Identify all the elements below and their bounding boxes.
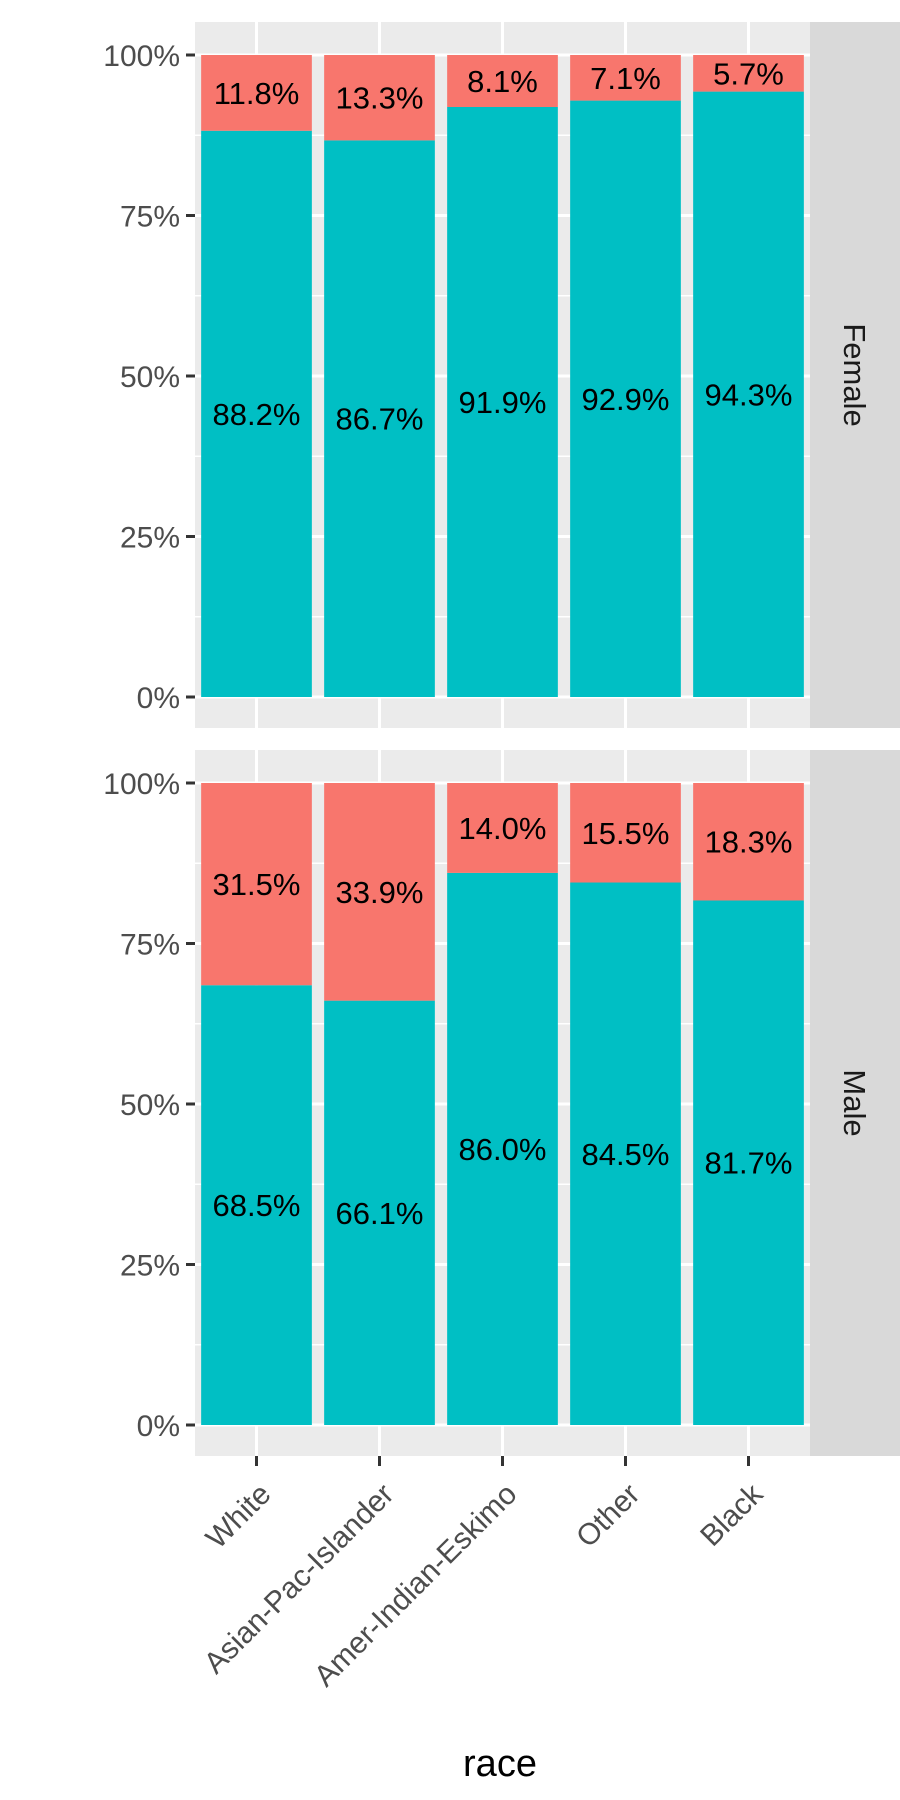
bar-upper-label: 7.1% (590, 61, 661, 96)
bar-upper-segment (570, 783, 681, 883)
facet-strip (810, 22, 900, 728)
y-tick-label: 0% (137, 682, 180, 715)
bar-upper-segment (201, 783, 312, 986)
bar-upper-segment (693, 783, 804, 901)
bar-lower-segment (201, 985, 312, 1425)
y-tick-label: 25% (120, 1250, 180, 1283)
bar-lower-label: 81.7% (705, 1146, 793, 1181)
bar-lower-label: 86.7% (336, 402, 424, 437)
bar-upper-segment (447, 783, 558, 873)
x-axis-title: race (463, 1743, 537, 1785)
bar-upper-label: 5.7% (713, 56, 784, 91)
bar-lower-segment (447, 872, 558, 1425)
x-tick-label: Amer-Indian-Eskimo (308, 1478, 523, 1693)
x-tick-label: White (200, 1478, 278, 1556)
facets-layer: 0% 25% 50% 75% 100% 88.2% 11.8% 86.7% 13.3% 91.9%… (103, 22, 900, 1456)
bar-lower-label: 68.5% (213, 1188, 301, 1223)
y-tick-label: 50% (120, 1089, 180, 1122)
bar-upper-label: 11.8% (214, 76, 300, 111)
bar-lower-label: 66.1% (336, 1196, 424, 1231)
bar-upper-label: 8.1% (467, 64, 538, 99)
bar-upper-label: 14.0% (459, 811, 547, 846)
bar-lower-segment (324, 140, 435, 698)
bar-lower-segment (324, 1000, 435, 1425)
x-axis: WhiteAsian-Pac-IslanderAmer-Indian-Eskim… (198, 1456, 770, 1693)
bar-lower-segment (693, 900, 804, 1425)
facet-strip-label: Male (837, 1069, 872, 1136)
bar-upper-segment (570, 55, 681, 101)
bar-upper-segment (693, 55, 804, 92)
y-tick-label: 100% (103, 768, 180, 801)
y-tick-label: 75% (120, 201, 180, 234)
bar-upper-label: 15.5% (582, 816, 670, 851)
facet-strip (810, 750, 900, 1456)
y-tick-label: 75% (120, 929, 180, 962)
bar-upper-segment (447, 55, 558, 108)
bar-lower-segment (447, 107, 558, 697)
bar-upper-label: 13.3% (336, 81, 424, 116)
bar-lower-label: 86.0% (459, 1132, 547, 1167)
facet-panel-female: 0% 25% 50% 75% 100% 88.2% 11.8% 86.7% 13.3% 91.9%… (103, 22, 900, 728)
bar-upper-label: 33.9% (336, 875, 424, 910)
x-tick-label: Other (570, 1478, 646, 1554)
bar-upper-segment (324, 55, 435, 141)
x-tick-label: Black (694, 1477, 770, 1553)
bar-lower-label: 88.2% (213, 397, 301, 432)
y-tick-label: 25% (120, 522, 180, 555)
bar-lower-label: 94.3% (705, 377, 793, 412)
bar-lower-segment (201, 130, 312, 698)
facet-strip-label: Female (837, 323, 872, 426)
facet-panel-male: 0% 25% 50% 75% 100% 68.5% 31.5% 66.1% 33.9% 86.0%… (103, 750, 900, 1456)
bar-lower-label: 91.9% (459, 385, 547, 420)
bar-lower-segment (570, 882, 681, 1425)
bar-upper-label: 18.3% (705, 825, 793, 860)
bar-lower-label: 84.5% (582, 1137, 670, 1172)
bar-upper-segment (201, 55, 312, 131)
bar-lower-segment (570, 100, 681, 697)
bar-lower-segment (693, 91, 804, 698)
y-tick-label: 0% (137, 1410, 180, 1443)
bar-upper-segment (324, 783, 435, 1001)
y-tick-label: 50% (120, 361, 180, 394)
bar-lower-label: 92.9% (582, 382, 670, 417)
bar-upper-label: 31.5% (213, 867, 301, 902)
y-tick-label: 100% (103, 40, 180, 73)
